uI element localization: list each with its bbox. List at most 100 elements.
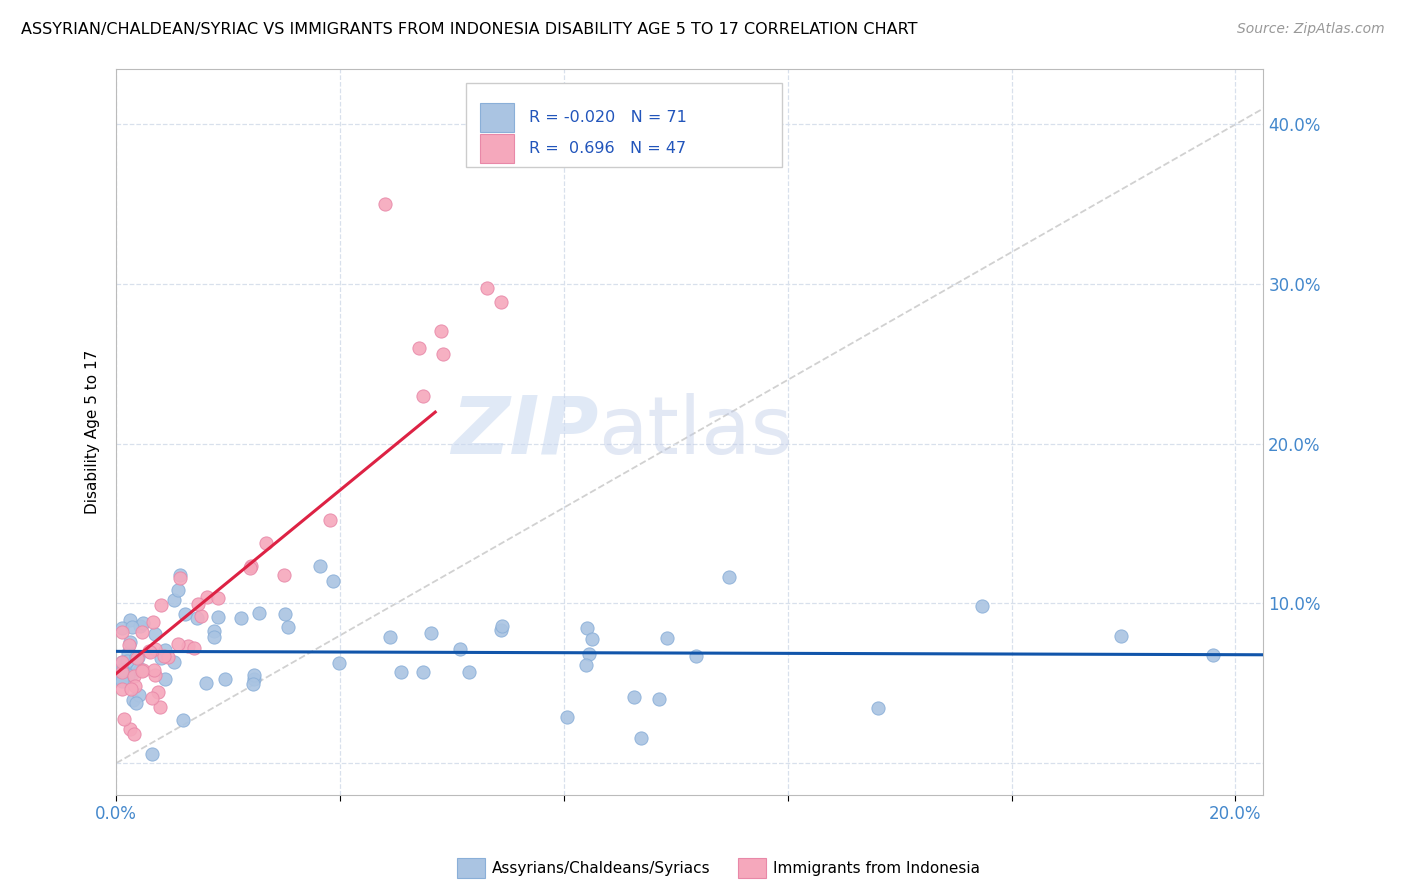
Point: [412, 389, 434, 403]
Point: [128, 619, 150, 633]
Point: [195, 590, 218, 604]
Point: [138, 644, 160, 658]
Point: [214, 672, 236, 686]
Point: [111, 656, 134, 670]
Point: [717, 570, 740, 584]
Point: [187, 597, 209, 611]
Point: [1111, 629, 1133, 643]
Point: [231, 611, 253, 625]
Point: [430, 324, 453, 338]
Point: [254, 535, 277, 549]
Point: [153, 649, 176, 664]
Point: [322, 574, 344, 589]
Point: [489, 295, 512, 310]
Point: [408, 342, 430, 356]
Point: [167, 637, 190, 651]
FancyBboxPatch shape: [467, 83, 782, 167]
Point: [149, 599, 172, 613]
Point: [308, 558, 330, 573]
Point: [202, 630, 225, 644]
Point: [120, 682, 142, 697]
Point: [576, 620, 599, 634]
Point: [970, 599, 993, 613]
Point: [685, 649, 707, 664]
Point: [378, 630, 401, 644]
FancyBboxPatch shape: [479, 134, 515, 163]
Point: [489, 623, 512, 637]
Point: [207, 591, 229, 606]
Point: [141, 747, 163, 762]
Point: [655, 632, 678, 646]
Point: [183, 641, 205, 656]
Point: [143, 627, 166, 641]
Point: [118, 722, 141, 736]
Point: [575, 658, 598, 673]
Point: [172, 713, 194, 727]
Point: [555, 710, 578, 724]
Point: [115, 654, 138, 668]
Point: [112, 712, 135, 726]
Point: [117, 668, 139, 682]
Point: [173, 607, 195, 621]
Point: [866, 701, 889, 715]
Point: [177, 639, 200, 653]
Point: [239, 558, 262, 573]
Point: [155, 642, 177, 657]
Text: R =  0.696   N = 47: R = 0.696 N = 47: [529, 141, 686, 156]
Point: [124, 727, 146, 741]
Point: [148, 700, 170, 714]
Point: [125, 649, 148, 664]
Point: [247, 606, 270, 620]
Point: [111, 624, 134, 639]
Point: [166, 583, 188, 598]
Point: [118, 639, 141, 653]
Point: [142, 615, 165, 629]
Point: [578, 647, 600, 661]
Point: [111, 672, 134, 686]
Point: [319, 513, 342, 527]
Point: [623, 690, 645, 704]
Point: [131, 624, 153, 639]
Point: [121, 667, 143, 681]
Point: [111, 663, 134, 677]
Point: [273, 568, 295, 582]
Point: [195, 676, 218, 690]
Point: [127, 649, 149, 664]
Point: [419, 625, 441, 640]
Point: [169, 572, 191, 586]
Point: [477, 281, 499, 295]
Text: atlas: atlas: [598, 392, 793, 471]
Point: [163, 655, 186, 669]
Text: Assyrians/Chaldeans/Syriacs: Assyrians/Chaldeans/Syriacs: [492, 862, 710, 876]
Text: Source: ZipAtlas.com: Source: ZipAtlas.com: [1237, 22, 1385, 37]
Point: [169, 567, 191, 582]
Point: [111, 682, 134, 697]
Point: [190, 608, 212, 623]
Point: [239, 561, 262, 575]
Point: [143, 668, 166, 682]
Point: [111, 673, 134, 688]
Point: [581, 632, 603, 647]
Point: [389, 665, 412, 680]
Point: [141, 691, 163, 706]
Point: [412, 665, 434, 679]
Point: [121, 619, 143, 633]
Point: [207, 610, 229, 624]
Point: [132, 616, 155, 631]
Point: [328, 656, 350, 670]
Point: [117, 647, 139, 661]
Point: [122, 693, 145, 707]
Point: [242, 668, 264, 682]
Point: [153, 672, 176, 686]
Point: [630, 731, 652, 745]
Point: [491, 619, 513, 633]
Point: [120, 613, 142, 627]
Point: [131, 664, 153, 678]
Point: [120, 634, 142, 648]
Point: [146, 685, 169, 699]
Point: [122, 669, 145, 683]
Point: [1202, 648, 1225, 662]
Point: [150, 650, 173, 665]
Point: [273, 607, 295, 621]
FancyBboxPatch shape: [479, 103, 515, 132]
